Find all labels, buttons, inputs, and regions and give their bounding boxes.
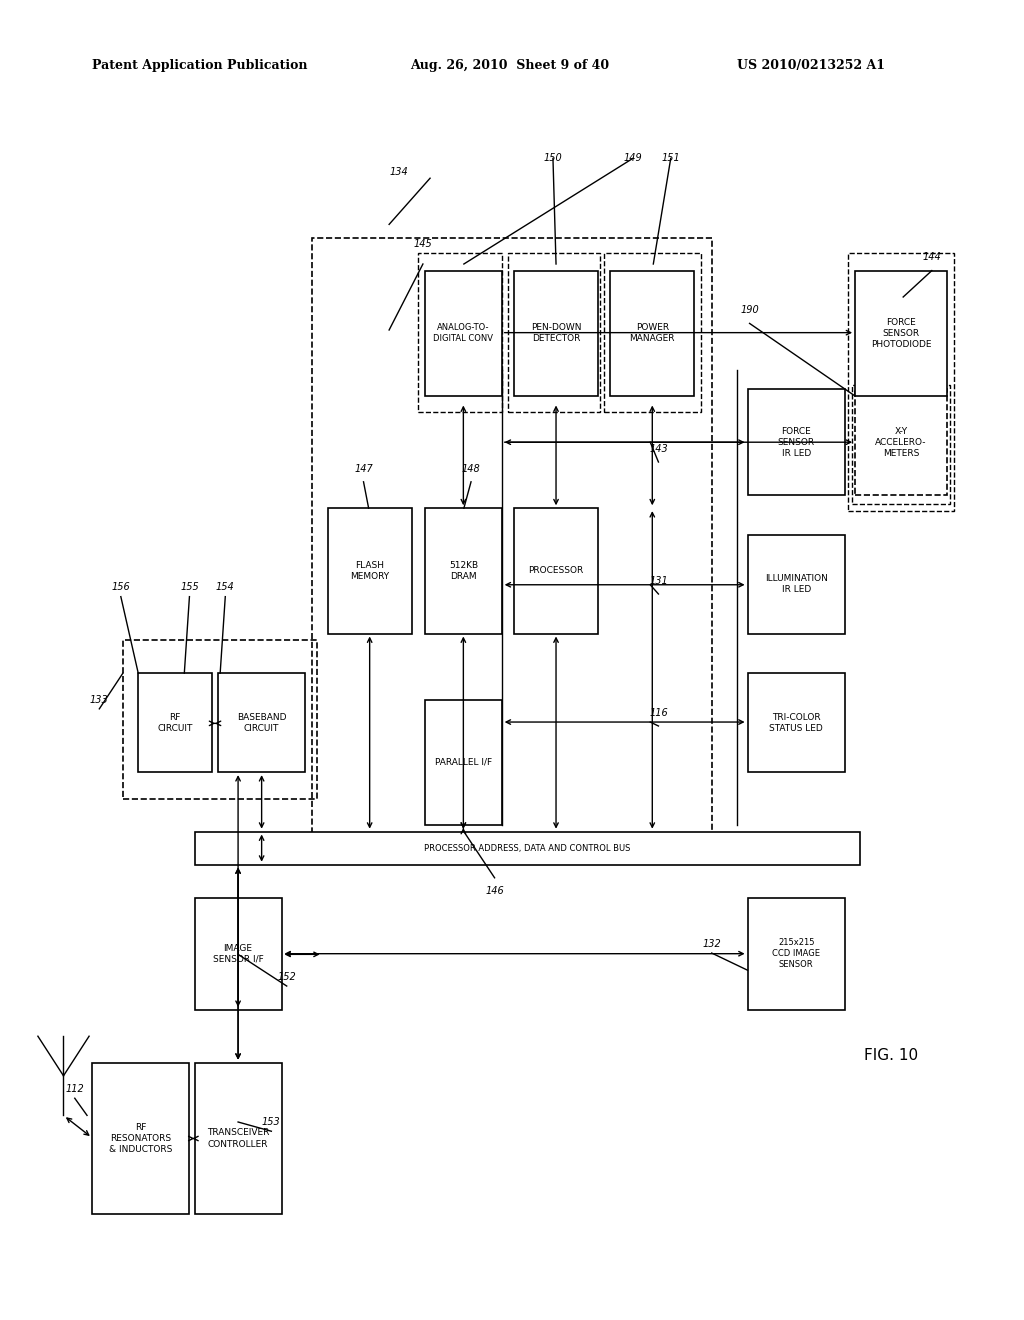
Text: 512KB
DRAM: 512KB DRAM <box>449 561 478 581</box>
Text: 134: 134 <box>390 166 409 177</box>
Text: BASEBAND
CIRCUIT: BASEBAND CIRCUIT <box>237 713 287 733</box>
Text: RF
RESONATORS
& INDUCTORS: RF RESONATORS & INDUCTORS <box>110 1123 172 1154</box>
Text: ANALOG-TO-
DIGITAL CONV: ANALOG-TO- DIGITAL CONV <box>433 323 494 343</box>
Text: Patent Application Publication: Patent Application Publication <box>92 59 307 73</box>
FancyBboxPatch shape <box>748 535 845 634</box>
Text: FLASH
MEMORY: FLASH MEMORY <box>350 561 389 581</box>
FancyBboxPatch shape <box>748 673 845 772</box>
Text: 150: 150 <box>544 153 562 164</box>
FancyBboxPatch shape <box>328 508 412 634</box>
Text: RF
CIRCUIT: RF CIRCUIT <box>158 713 193 733</box>
Text: X-Y
ACCELERO-
METERS: X-Y ACCELERO- METERS <box>876 426 927 458</box>
Text: 133: 133 <box>90 694 109 705</box>
Text: 143: 143 <box>649 444 668 454</box>
Text: FORCE
SENSOR
PHOTODIODE: FORCE SENSOR PHOTODIODE <box>870 318 932 348</box>
Text: 153: 153 <box>262 1117 281 1127</box>
Text: 116: 116 <box>649 708 668 718</box>
FancyBboxPatch shape <box>218 673 305 772</box>
Text: 156: 156 <box>112 582 130 593</box>
Text: 132: 132 <box>702 939 721 949</box>
FancyBboxPatch shape <box>610 271 694 396</box>
FancyBboxPatch shape <box>748 898 845 1010</box>
Text: 215x215
CCD IMAGE
SENSOR: 215x215 CCD IMAGE SENSOR <box>772 939 820 969</box>
FancyBboxPatch shape <box>855 271 947 396</box>
Text: PROCESSOR: PROCESSOR <box>528 566 584 576</box>
Text: PROCESSOR ADDRESS, DATA AND CONTROL BUS: PROCESSOR ADDRESS, DATA AND CONTROL BUS <box>424 843 631 853</box>
Text: PEN-DOWN
DETECTOR: PEN-DOWN DETECTOR <box>530 323 582 343</box>
Text: 149: 149 <box>624 153 642 164</box>
Text: 148: 148 <box>462 463 480 474</box>
Text: TRANSCEIVER
CONTROLLER: TRANSCEIVER CONTROLLER <box>207 1129 269 1148</box>
Text: US 2010/0213252 A1: US 2010/0213252 A1 <box>737 59 886 73</box>
Text: 147: 147 <box>354 463 373 474</box>
Text: 145: 145 <box>414 239 432 249</box>
Text: 144: 144 <box>923 252 941 263</box>
Text: 146: 146 <box>485 886 504 896</box>
Text: FIG. 10: FIG. 10 <box>864 1048 918 1064</box>
FancyBboxPatch shape <box>138 673 212 772</box>
Text: 154: 154 <box>216 582 234 593</box>
Text: 155: 155 <box>180 582 199 593</box>
FancyBboxPatch shape <box>748 389 845 495</box>
Text: FORCE
SENSOR
IR LED: FORCE SENSOR IR LED <box>777 426 815 458</box>
Text: 190: 190 <box>740 305 759 315</box>
FancyBboxPatch shape <box>425 700 502 825</box>
Text: 152: 152 <box>278 972 296 982</box>
FancyBboxPatch shape <box>514 271 598 396</box>
Text: POWER
MANAGER: POWER MANAGER <box>630 323 675 343</box>
Text: PARALLEL I/F: PARALLEL I/F <box>435 758 492 767</box>
FancyBboxPatch shape <box>425 508 502 634</box>
Text: TRI-COLOR
STATUS LED: TRI-COLOR STATUS LED <box>769 713 823 733</box>
Text: 112: 112 <box>66 1084 84 1094</box>
FancyBboxPatch shape <box>195 898 282 1010</box>
Text: 131: 131 <box>649 576 668 586</box>
FancyBboxPatch shape <box>195 1063 282 1214</box>
FancyBboxPatch shape <box>514 508 598 634</box>
FancyBboxPatch shape <box>855 389 947 495</box>
Text: Aug. 26, 2010  Sheet 9 of 40: Aug. 26, 2010 Sheet 9 of 40 <box>410 59 608 73</box>
FancyBboxPatch shape <box>195 832 860 865</box>
Text: ILLUMINATION
IR LED: ILLUMINATION IR LED <box>765 574 827 594</box>
FancyBboxPatch shape <box>92 1063 189 1214</box>
FancyBboxPatch shape <box>425 271 502 396</box>
Text: IMAGE
SENSOR I/F: IMAGE SENSOR I/F <box>213 944 263 964</box>
Text: 151: 151 <box>662 153 680 164</box>
